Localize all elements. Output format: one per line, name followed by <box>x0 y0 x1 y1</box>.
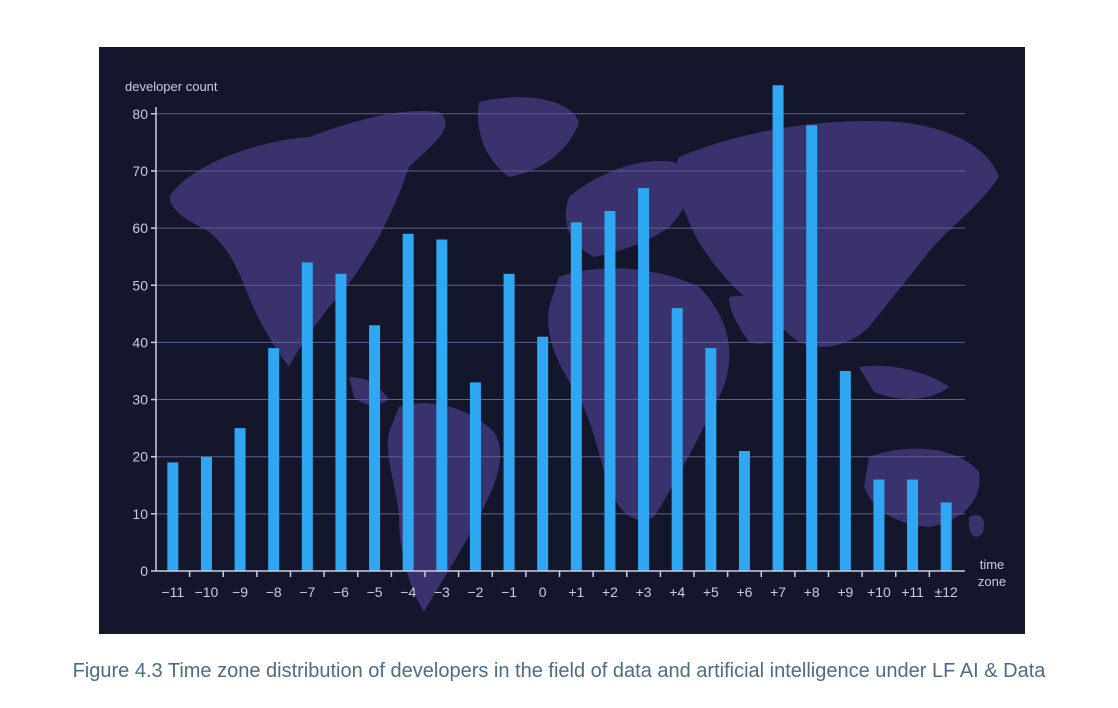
x-tick-label: +1 <box>568 584 584 600</box>
x-tick-label: +6 <box>736 584 752 600</box>
bar <box>705 348 717 571</box>
x-tick-label: +11 <box>901 584 924 600</box>
y-tick-label: 20 <box>132 449 148 465</box>
x-tick-label: −3 <box>434 584 450 600</box>
x-tick-label: −6 <box>333 584 349 600</box>
bar <box>638 188 650 571</box>
x-tick-label: +7 <box>770 584 786 600</box>
x-tick-label: +8 <box>804 584 820 600</box>
x-tick-label: −4 <box>400 584 416 600</box>
y-tick-label: 70 <box>132 163 148 179</box>
bar <box>907 479 919 571</box>
y-tick-label: 50 <box>132 277 148 293</box>
x-tick-label: −11 <box>161 584 184 600</box>
bar <box>806 125 818 571</box>
x-tick-label: −1 <box>501 584 517 600</box>
y-tick-label: 30 <box>132 392 148 408</box>
x-tick-label: −7 <box>299 584 315 600</box>
y-axis-title: developer count <box>125 79 218 94</box>
x-axis-title: time <box>980 557 1005 572</box>
x-tick-label: −2 <box>467 584 483 600</box>
bar <box>200 456 212 571</box>
bar <box>335 273 347 571</box>
bar <box>570 222 582 571</box>
bar <box>738 450 750 571</box>
bar <box>772 85 784 571</box>
y-tick-label: 80 <box>132 106 148 122</box>
x-tick-label: 0 <box>539 584 547 600</box>
y-tick-label: 0 <box>140 563 148 579</box>
x-tick-label: −10 <box>195 584 219 600</box>
bar <box>301 262 313 571</box>
x-tick-label: −5 <box>367 584 383 600</box>
bar <box>839 370 851 571</box>
bar <box>234 428 246 571</box>
x-axis-title: zone <box>978 574 1006 589</box>
bar <box>402 233 414 571</box>
bar <box>503 273 515 571</box>
x-tick-label: +5 <box>703 584 719 600</box>
y-tick-label: 60 <box>132 220 148 236</box>
x-tick-label: −8 <box>266 584 282 600</box>
bar <box>167 462 179 571</box>
y-tick-label: 40 <box>132 334 148 350</box>
bar <box>671 308 683 571</box>
bar <box>469 382 481 571</box>
y-tick-label: 10 <box>132 506 148 522</box>
bar <box>268 348 280 571</box>
x-tick-label: +10 <box>867 584 891 600</box>
bar <box>537 336 549 571</box>
x-tick-label: +2 <box>602 584 618 600</box>
x-tick-label: +9 <box>837 584 853 600</box>
bar <box>436 239 448 571</box>
bar <box>604 210 616 571</box>
chart-panel: 0 10 20 30 40 50 60 70 80 −11 −10 −9 −8 −7 −6 −5 −4 −3 −2−… <box>99 47 1025 634</box>
bar <box>940 502 952 571</box>
figure-caption: Figure 4.3 Time zone distribution of dev… <box>72 660 1046 682</box>
x-tick-label: −9 <box>232 584 248 600</box>
x-tick-label: +4 <box>669 584 685 600</box>
x-tick-label: ±12 <box>935 584 958 600</box>
x-tick-label: +3 <box>636 584 652 600</box>
bar <box>369 325 381 571</box>
bar <box>873 479 885 571</box>
